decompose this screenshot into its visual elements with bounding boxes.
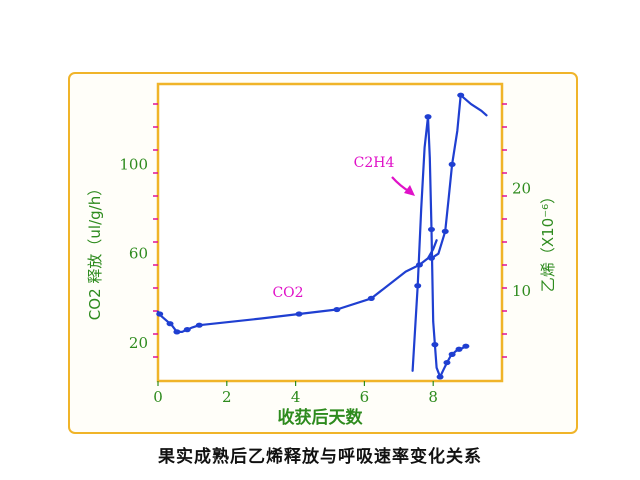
data-point — [448, 351, 456, 357]
data-point — [427, 255, 435, 261]
data-point — [156, 311, 164, 317]
annotation-c2h4: C2H4 — [354, 155, 395, 171]
data-point — [441, 228, 449, 234]
data-point — [333, 306, 341, 313]
data-point — [367, 295, 375, 301]
data-point — [448, 161, 456, 167]
x-tick-label: 0 — [153, 388, 163, 406]
data-point — [195, 322, 203, 328]
data-point — [414, 283, 422, 289]
x-axis-title: 收获后天数 — [278, 407, 364, 428]
plot-area — [156, 82, 504, 383]
series-line-segment-2 — [430, 94, 488, 260]
data-point — [295, 311, 303, 317]
data-point — [431, 342, 439, 348]
y-left-tick-label: 100 — [119, 155, 148, 173]
data-point — [457, 92, 465, 98]
data-point — [173, 329, 181, 335]
x-tick-label: 6 — [360, 388, 370, 406]
y-right-axis-title: 乙烯（X10⁻⁶） — [539, 189, 557, 292]
data-point — [436, 374, 444, 380]
data-point — [462, 343, 470, 349]
x-tick-label: 2 — [222, 388, 232, 406]
data-point — [455, 346, 463, 352]
annotation-co2: CO2 — [272, 285, 303, 301]
y-right-tick-label: 10 — [512, 282, 531, 300]
slide-caption: 果实成熟后乙烯释放与呼吸速率变化关系 — [158, 447, 482, 467]
x-tick-label: 8 — [428, 388, 438, 406]
annotation-arrow-head — [404, 185, 415, 196]
data-point — [183, 327, 191, 333]
data-point — [166, 321, 174, 327]
y-left-tick-label: 20 — [129, 334, 148, 352]
x-tick-label: 4 — [291, 388, 301, 406]
y-left-tick-label: 60 — [129, 245, 148, 263]
data-point — [427, 226, 435, 233]
y-right-tick-label: 20 — [512, 179, 531, 197]
y-left-axis-title: CO2 释放（ul/g/h） — [86, 181, 104, 320]
data-point — [443, 359, 451, 366]
data-point — [424, 114, 432, 120]
